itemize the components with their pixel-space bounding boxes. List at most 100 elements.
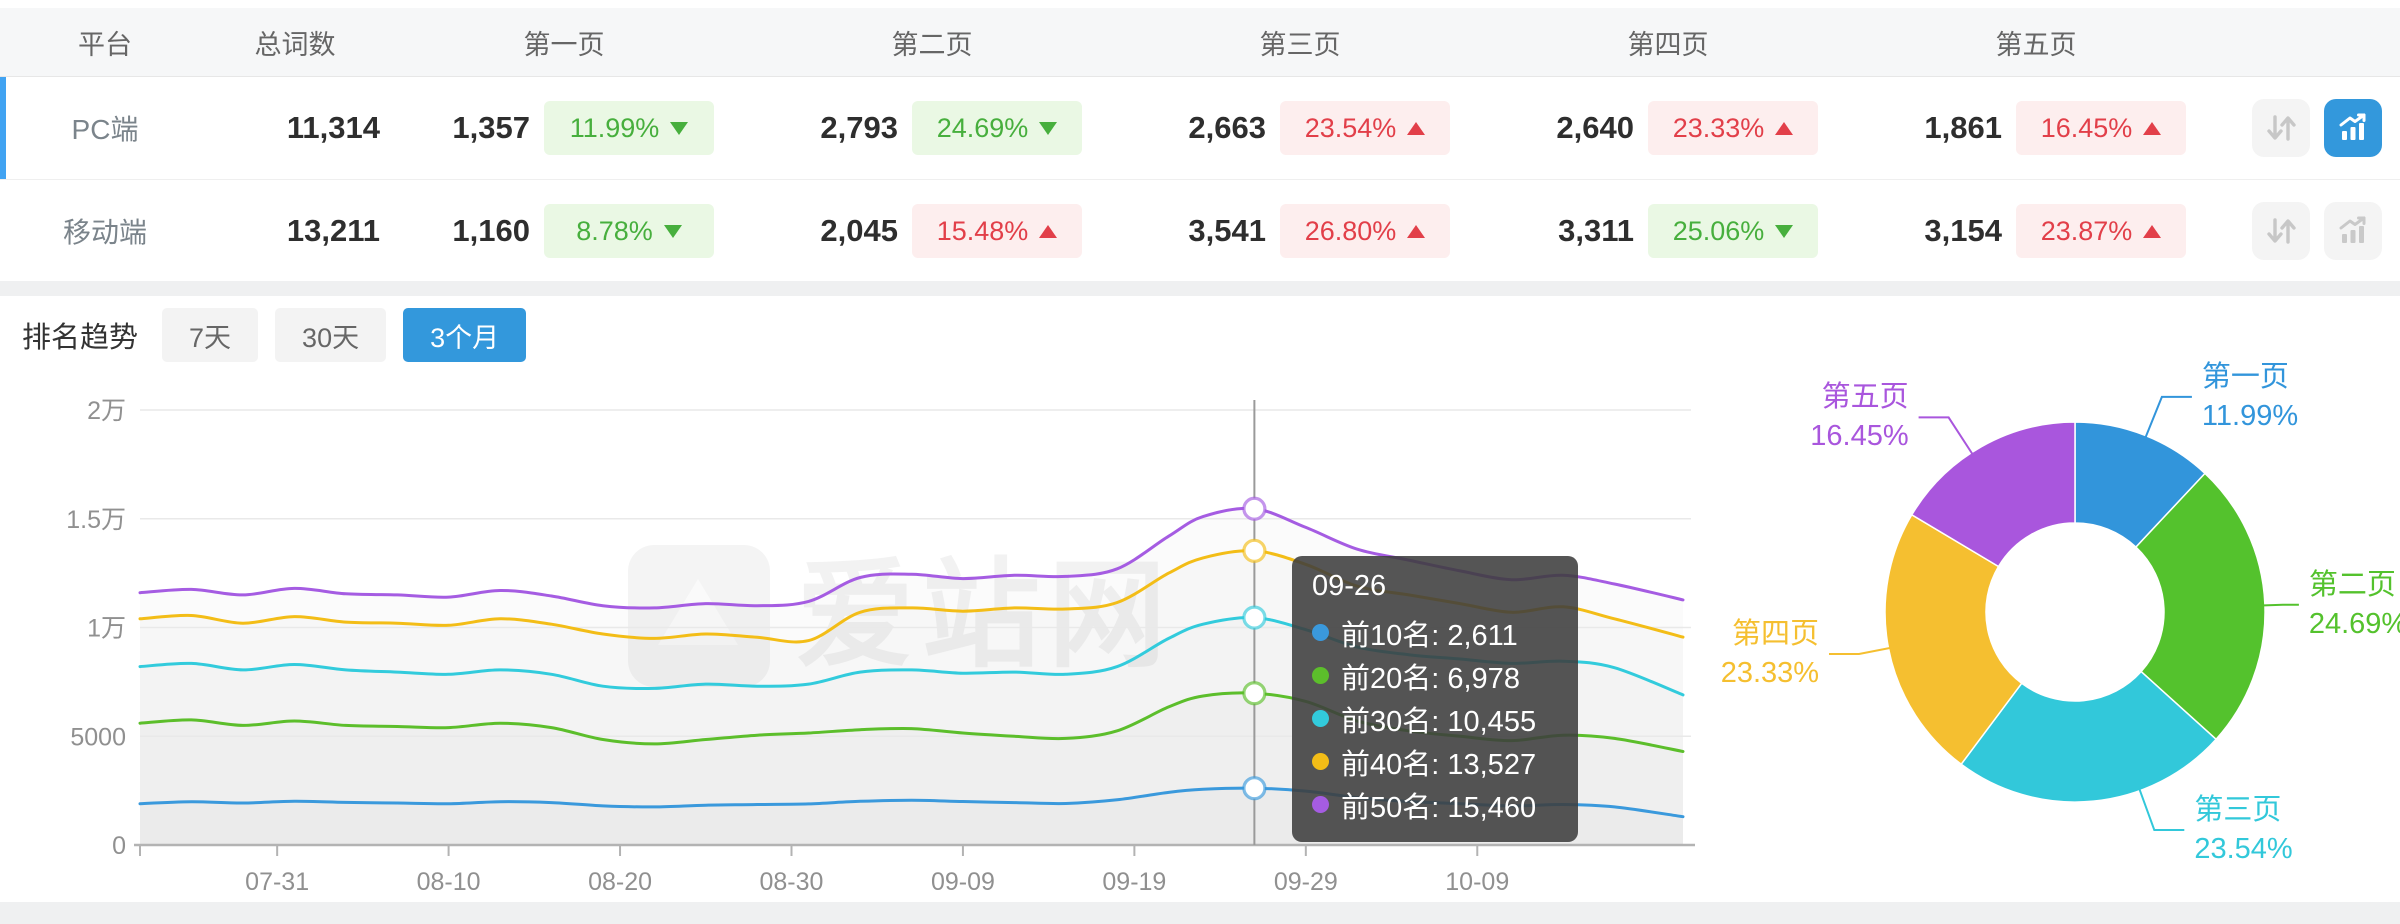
trend-range-tab-2[interactable]: 30天: [275, 308, 387, 362]
trend-chart-button[interactable]: [2324, 202, 2382, 260]
col-header-page5: 第五页: [1995, 29, 2077, 60]
tooltip-series-row: 前40名: 13,527: [1312, 740, 1558, 783]
svg-text:1万: 1万: [87, 615, 126, 643]
change-percent: 15.48%: [936, 215, 1029, 246]
section-divider: [0, 281, 2400, 296]
sort-button[interactable]: [2252, 202, 2310, 260]
col-header-page4: 第四页: [1627, 29, 1709, 60]
change-percent: 26.80%: [1304, 215, 1397, 246]
svg-text:08-30: 08-30: [760, 868, 824, 896]
arrow-down-icon: [1039, 121, 1058, 135]
change-badge: 8.78%: [544, 204, 714, 258]
page-count: 1,357: [452, 110, 530, 145]
page-2-cell: 2,045 15.48%: [748, 204, 1116, 258]
row-actions: [2252, 99, 2382, 157]
col-header-page3: 第三页: [1259, 29, 1341, 60]
table-header-row: 平台 总词数 第一页 第二页 第三页 第四页 第五页: [0, 8, 2400, 77]
donut-label-5: 第五页 16.45%: [1810, 378, 1908, 456]
donut-slice-2: [1960, 670, 2218, 803]
change-badge: 23.54%: [1280, 101, 1450, 155]
page-count: 1,160: [452, 213, 530, 248]
tooltip-series-value: 前40名: 13,527: [1341, 748, 1537, 781]
trend-controls: 排名趋势 7天 30天 3个月: [22, 308, 527, 362]
change-percent: 23.87%: [2040, 215, 2133, 246]
change-badge: 16.45%: [2016, 101, 2186, 155]
change-badge: 23.33%: [1648, 101, 1818, 155]
donut-label-percent: 23.54%: [2194, 833, 2293, 865]
arrow-up-icon: [1407, 224, 1426, 238]
trend-line-chart[interactable]: 07-31 08-10 08-20 08-30 09-09 09-19 09-29 10-09…: [0, 380, 1710, 920]
total-keywords-count: 13,211: [286, 213, 380, 248]
page-4-cell: 3,311 25.06%: [1484, 204, 1852, 258]
change-percent: 11.99%: [569, 112, 660, 143]
donut-label-percent: 16.45%: [1810, 420, 1909, 453]
page-3-cell: 3,541 26.80%: [1116, 204, 1484, 258]
svg-text:5000: 5000: [70, 723, 126, 751]
arrow-down-icon: [663, 224, 682, 238]
series-dot-icon: [1312, 710, 1329, 727]
donut-label-percent: 23.33%: [1720, 656, 1820, 689]
series-dot-icon: [1312, 796, 1329, 813]
table-row[interactable]: 移动端 13,211 1,160 8.78% 2,045 15.48% 3,541 26.80…: [0, 180, 2400, 282]
tooltip-series-row: 前50名: 15,460: [1312, 783, 1558, 826]
svg-text:0: 0: [112, 832, 126, 860]
col-header-page1: 第一页: [523, 29, 605, 60]
row-actions: [2252, 202, 2382, 260]
donut-label-name: 第二页: [2308, 568, 2396, 601]
page-count: 1,861: [1924, 110, 2002, 145]
change-badge: 24.69%: [912, 101, 1082, 155]
page-3-cell: 2,663 23.54%: [1116, 101, 1484, 155]
page-5-cell: 1,861 16.45%: [1852, 101, 2220, 155]
change-percent: 23.33%: [1672, 112, 1765, 143]
change-percent: 23.54%: [1304, 112, 1397, 143]
platform-label: PC端: [71, 114, 139, 145]
total-keywords-count: 11,314: [286, 110, 380, 145]
trend-range-tab-3[interactable]: 3个月: [403, 308, 527, 362]
tooltip-series-row: 前20名: 6,978: [1312, 654, 1558, 697]
donut-label-3: 第三页 23.54%: [2194, 791, 2292, 869]
change-percent: 25.06%: [1672, 215, 1765, 246]
table-row[interactable]: PC端 11,314 1,357 11.99% 2,793 24.69% 2,663 23.5…: [0, 77, 2400, 180]
page-1-cell: 1,160 8.78%: [380, 204, 748, 258]
donut-label-name: 第五页: [1821, 381, 1909, 414]
arrow-up-icon: [1407, 121, 1426, 135]
arrow-up-icon: [1775, 121, 1794, 135]
page-count: 2,663: [1188, 110, 1266, 145]
svg-text:1.5万: 1.5万: [66, 506, 126, 534]
donut-label-2: 第二页 24.69%: [2309, 566, 2400, 644]
sort-button[interactable]: [2252, 99, 2310, 157]
page-distribution-donut[interactable]: 第一页 11.99% 第二页 24.69% 第三页 23.54% 第四页 23.33% 第五页 1…: [1700, 361, 2400, 910]
change-badge: 25.06%: [1648, 204, 1818, 258]
page-5-cell: 3,154 23.87%: [1852, 204, 2220, 258]
series-dot-icon: [1312, 753, 1329, 770]
chart-tooltip: 09-26 前10名: 2,611 前20名: 6,978 前30名: 10,455…: [1292, 556, 1578, 842]
page-count: 2,793: [820, 110, 898, 145]
donut-label-name: 第三页: [2194, 794, 2282, 826]
tooltip-series-value: 前20名: 6,978: [1341, 662, 1520, 695]
trend-range-tab-1[interactable]: 7天: [162, 308, 259, 362]
page-count: 3,541: [1188, 213, 1266, 248]
svg-text:07-31: 07-31: [245, 868, 309, 896]
donut-label-name: 第一页: [2201, 360, 2289, 393]
trend-chart-button[interactable]: [2324, 99, 2382, 157]
col-header-page2: 第二页: [891, 29, 973, 60]
tooltip-series-row: 前30名: 10,455: [1312, 697, 1558, 740]
page-bottom-strip: [0, 902, 2400, 924]
donut-label-name: 第四页: [1732, 617, 1820, 650]
keyword-rank-table: 平台 总词数 第一页 第二页 第三页 第四页 第五页 PC端 11,314 1,35…: [0, 8, 2400, 282]
page-2-cell: 2,793 24.69%: [748, 101, 1116, 155]
page-count: 2,045: [820, 213, 898, 248]
donut-label-4: 第四页 23.33%: [1721, 615, 1819, 693]
svg-text:09-09: 09-09: [931, 868, 995, 896]
page-count: 2,640: [1556, 110, 1634, 145]
arrow-up-icon: [2143, 224, 2162, 238]
change-percent: 24.69%: [936, 112, 1029, 143]
arrow-up-icon: [2143, 121, 2162, 135]
donut-label-percent: 24.69%: [2308, 607, 2400, 640]
page-count: 3,154: [1924, 213, 2002, 248]
donut-chart-svg: [1829, 395, 2299, 831]
tooltip-date: 09-26: [1312, 570, 1387, 602]
change-badge: 26.80%: [1280, 204, 1450, 258]
series-dot-icon: [1312, 667, 1329, 684]
